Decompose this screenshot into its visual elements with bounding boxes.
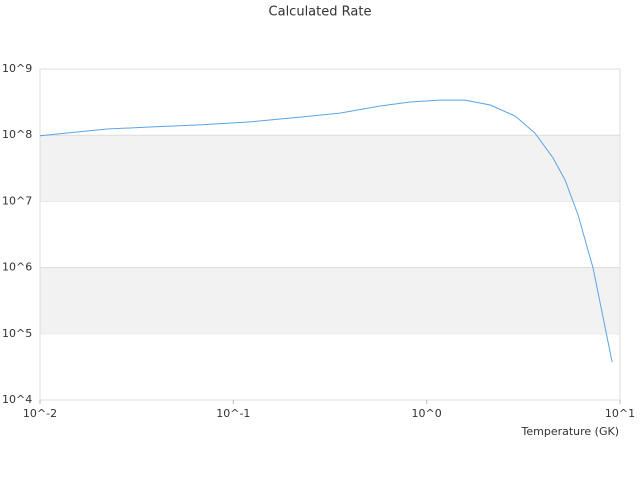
x-tick-label: 10^-2 [23,407,57,420]
x-axis-label: Temperature (GK) [521,425,620,438]
grid-band [40,135,620,202]
chart-title: Calculated Rate [269,5,372,20]
y-tick-label: 10^5 [2,327,32,340]
x-tick-label: 10^1 [605,407,635,420]
x-tick-label: 10^0 [412,407,442,420]
y-tick-label: 10^9 [2,62,32,75]
y-tick-label: 10^4 [2,393,32,406]
x-tick-label: 10^-1 [216,407,250,420]
y-tick-label: 10^7 [2,194,32,207]
data-line [39,99,613,363]
grid-band [40,267,620,334]
y-tick-label: 10^8 [2,128,32,141]
y-tick-label: 10^6 [2,261,32,274]
